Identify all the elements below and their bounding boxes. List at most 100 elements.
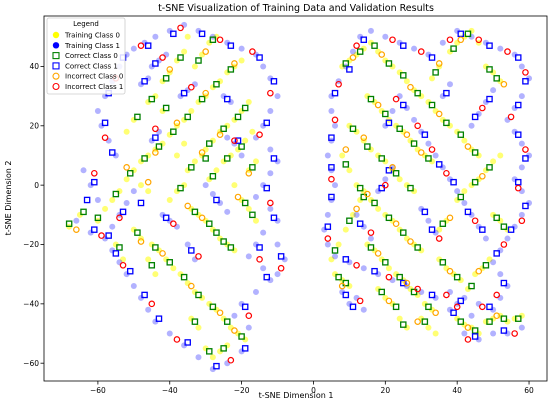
y-tick-label: 0 xyxy=(34,181,39,190)
data-point xyxy=(267,205,274,212)
data-point xyxy=(396,315,403,322)
data-point xyxy=(493,250,500,257)
data-point xyxy=(216,309,224,317)
data-point xyxy=(98,232,105,239)
series-training-class-1 xyxy=(73,21,533,373)
data-point xyxy=(371,42,378,49)
data-point xyxy=(410,140,418,147)
data-point xyxy=(457,131,465,138)
data-point xyxy=(252,288,259,295)
data-point xyxy=(428,146,436,153)
data-point xyxy=(91,169,98,177)
data-point xyxy=(138,182,145,189)
data-point xyxy=(367,235,374,242)
data-point xyxy=(249,128,256,135)
data-point xyxy=(123,199,130,206)
data-point xyxy=(400,279,407,287)
data-point xyxy=(471,333,479,340)
y-tick-label: 40 xyxy=(29,62,39,71)
data-point xyxy=(382,176,389,183)
data-point xyxy=(378,288,385,296)
data-point xyxy=(105,137,112,144)
data-point xyxy=(274,93,281,100)
data-point xyxy=(220,345,227,352)
data-point xyxy=(353,205,360,213)
series-incorrect-class-0 xyxy=(73,36,508,334)
data-point xyxy=(468,122,475,129)
data-point xyxy=(123,128,130,135)
data-point xyxy=(435,161,443,168)
data-point xyxy=(120,256,127,263)
data-point xyxy=(227,356,235,364)
data-point xyxy=(238,152,245,159)
series-incorrect-class-1 xyxy=(91,24,529,364)
data-point xyxy=(260,265,267,272)
data-point xyxy=(389,107,396,114)
data-point xyxy=(324,152,331,159)
data-point xyxy=(144,178,152,186)
data-point xyxy=(367,95,375,103)
data-point xyxy=(479,172,486,180)
data-point xyxy=(134,113,141,121)
data-point xyxy=(349,303,357,311)
data-point xyxy=(267,170,274,177)
data-point xyxy=(152,125,159,133)
data-point xyxy=(353,211,360,218)
data-point xyxy=(116,214,123,222)
data-point xyxy=(245,205,252,212)
x-tick-label: 20 xyxy=(381,386,391,395)
data-point xyxy=(396,273,403,281)
data-point xyxy=(162,75,170,82)
series-correct-class-0 xyxy=(65,30,522,355)
data-point xyxy=(382,294,389,301)
data-point xyxy=(202,48,209,55)
data-point xyxy=(263,184,271,192)
data-point xyxy=(472,271,479,278)
data-point xyxy=(231,327,238,334)
data-point xyxy=(80,208,87,216)
data-point xyxy=(342,146,350,153)
x-tick-label: 0 xyxy=(311,386,316,395)
data-point xyxy=(367,27,374,34)
data-point xyxy=(267,89,274,97)
data-point xyxy=(500,279,508,287)
data-point xyxy=(328,175,335,183)
data-point xyxy=(80,167,87,174)
data-point xyxy=(425,140,432,147)
legend-entry-label: Incorrect Class 0 xyxy=(65,73,123,81)
data-point xyxy=(245,99,252,106)
data-point xyxy=(198,95,206,103)
data-point xyxy=(360,265,367,272)
data-point xyxy=(191,158,198,165)
data-point xyxy=(224,134,231,141)
data-point xyxy=(443,169,450,177)
data-point xyxy=(213,167,220,174)
data-point xyxy=(227,42,235,49)
data-point xyxy=(457,318,465,325)
data-point xyxy=(425,324,432,331)
data-point xyxy=(238,143,245,150)
data-point xyxy=(112,250,120,257)
data-point xyxy=(202,146,209,153)
data-point xyxy=(356,48,364,55)
y-axis-label: t-SNE Dimension 2 xyxy=(4,161,13,236)
data-point xyxy=(109,149,116,156)
data-point xyxy=(324,235,332,242)
data-point xyxy=(223,95,231,103)
data-point xyxy=(238,333,245,340)
data-point xyxy=(429,75,436,82)
data-point xyxy=(446,288,453,295)
data-point xyxy=(414,244,421,251)
data-point xyxy=(223,318,231,325)
data-point xyxy=(209,172,217,180)
data-point xyxy=(446,81,453,88)
data-point xyxy=(364,143,371,150)
data-point xyxy=(245,253,252,260)
data-point xyxy=(425,155,432,162)
data-point xyxy=(400,229,407,236)
data-point xyxy=(277,264,285,272)
data-point xyxy=(188,282,195,290)
data-point xyxy=(522,78,529,85)
data-point xyxy=(464,336,472,343)
